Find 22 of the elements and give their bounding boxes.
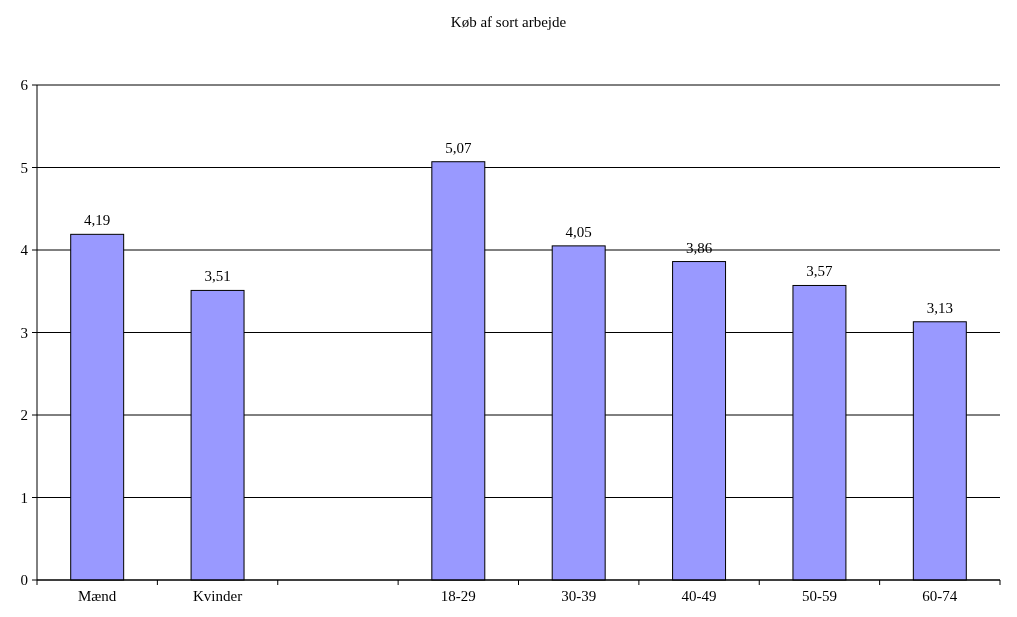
data-label: 5,07 <box>445 139 472 156</box>
x-tick-label: 60-74 <box>922 588 958 604</box>
y-tick-label: 2 <box>20 407 28 424</box>
data-label: 3,86 <box>685 239 713 256</box>
x-tick-label: 40-49 <box>681 588 717 604</box>
y-tick-label: 6 <box>20 77 29 94</box>
data-label: 4,19 <box>84 212 111 229</box>
data-label: 3,13 <box>926 299 953 316</box>
x-tick-label: Mænd <box>78 588 117 604</box>
data-label: 4,05 <box>565 223 592 240</box>
x-tick-label: 30-39 <box>561 588 597 604</box>
data-label: 3,51 <box>204 268 231 285</box>
y-tick-label: 4 <box>20 242 29 259</box>
data-label: 3,57 <box>806 263 834 280</box>
x-tick-label: Kvinder <box>192 588 243 604</box>
chart-title: Køb af sort arbejde <box>450 14 567 30</box>
x-tick-label: 18-29 <box>440 588 476 604</box>
y-tick-label: 0 <box>20 572 28 589</box>
x-tick-label: 50-59 <box>801 588 837 604</box>
y-tick-label: 1 <box>20 489 28 506</box>
y-tick-label: 5 <box>20 159 28 176</box>
y-tick-label: 3 <box>20 324 28 341</box>
